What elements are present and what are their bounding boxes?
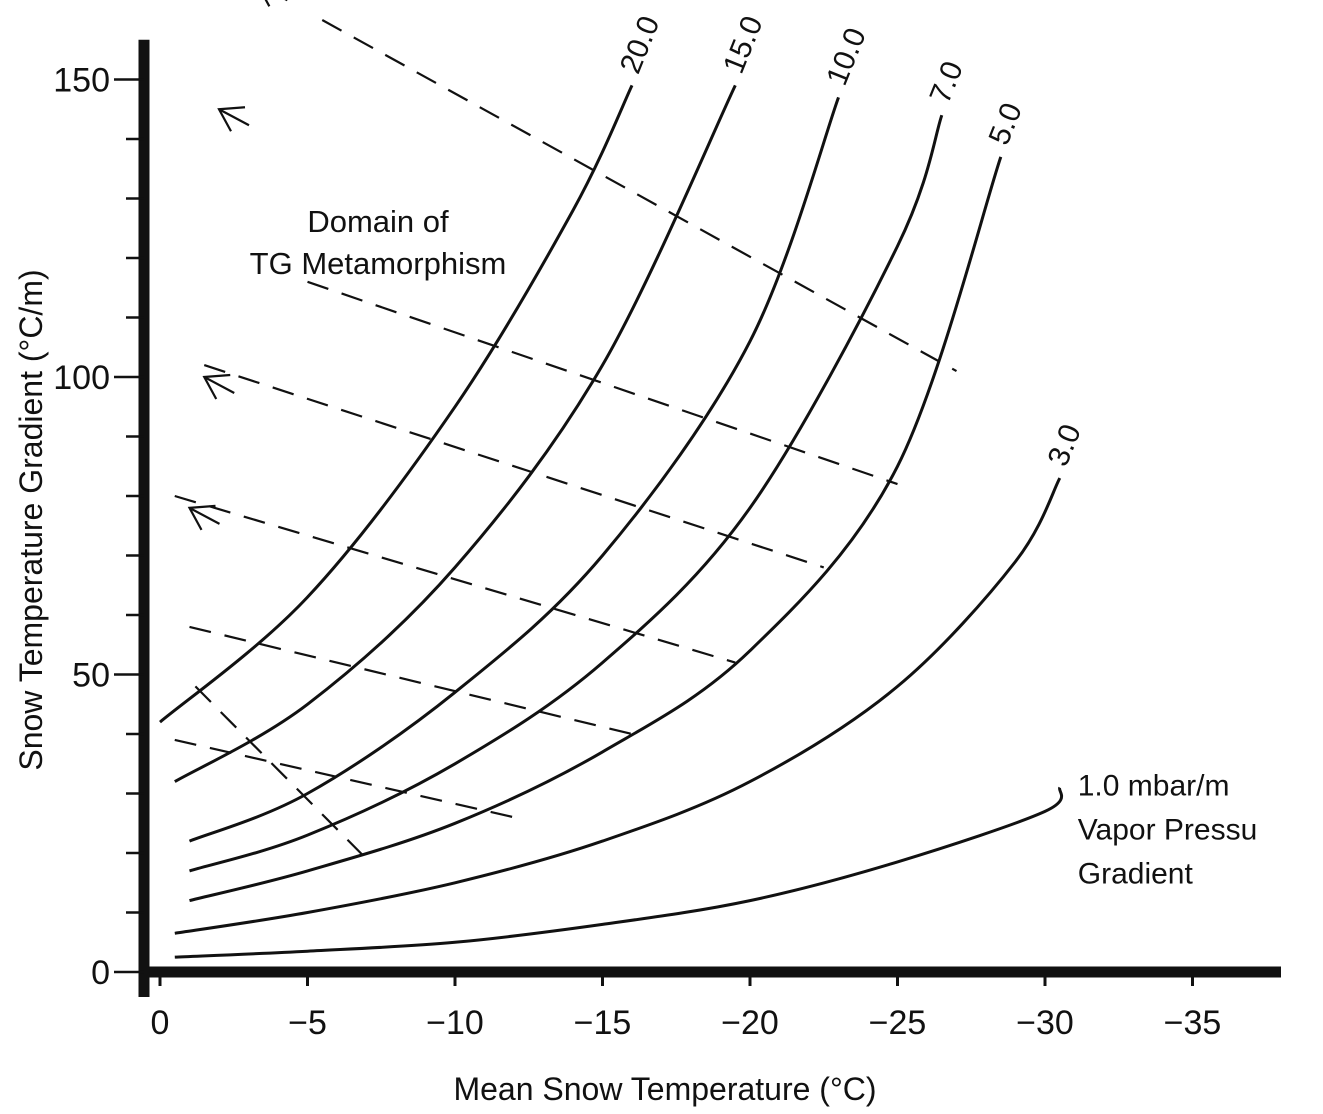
dashed-line-group <box>174 19 958 860</box>
arrow-shaft <box>203 376 235 394</box>
arrow-group <box>187 0 288 531</box>
series-label-line: Vapor Pressu <box>1078 814 1258 847</box>
series-line-10-0 <box>188 96 840 843</box>
series-label: 20.0 <box>614 12 666 79</box>
x-tick-label: −30 <box>1016 1004 1074 1042</box>
series-line-3-0 <box>174 477 1062 935</box>
series-line-15-0 <box>174 84 737 783</box>
x-tick-label: −10 <box>426 1004 484 1042</box>
series-label: 15.0 <box>717 12 769 79</box>
y-tick-label: 50 <box>72 657 110 695</box>
series-line-7-0 <box>189 114 944 873</box>
dashed-line <box>174 494 736 664</box>
x-tick-label: −5 <box>288 1004 327 1042</box>
annotation-line: TG Metamorphism <box>250 246 507 281</box>
x-tick-label: 0 <box>151 1004 170 1042</box>
x-tick-label: −25 <box>869 1004 927 1042</box>
dashed-line <box>194 685 368 860</box>
x-tick-label: −15 <box>574 1004 632 1042</box>
x-axis-title: Mean Snow Temperature (°C) <box>453 1071 876 1107</box>
series-label: 5.0 <box>983 98 1029 149</box>
series-label: 3.0 <box>1042 420 1088 471</box>
arrow-shaft <box>188 506 221 525</box>
series-label-line: 1.0 mbar/m <box>1078 770 1230 803</box>
series-label: 7.0 <box>924 57 970 108</box>
dashed-line <box>307 280 898 486</box>
series-line-20-0 <box>159 84 634 724</box>
x-tick-group: 0 −5 −10 −15 −20 −25 −30 −35 <box>151 972 1222 1042</box>
series-line-1-0-mbar-m <box>174 786 1064 959</box>
y-tick-label: 100 <box>53 359 110 397</box>
series-label-line: Gradient <box>1078 858 1194 891</box>
dashed-line <box>174 738 515 819</box>
y-axis-title: Snow Temperature Gradient (°C/m) <box>13 269 49 770</box>
curve-group <box>159 84 1064 959</box>
x-tick-label: −20 <box>721 1004 779 1042</box>
annotation-group: Domain of TG Metamorphism <box>250 204 507 281</box>
y-tick-group: 0 50 100 150 <box>53 62 144 992</box>
y-tick-label: 150 <box>53 62 110 100</box>
annotation-line: Domain of <box>307 204 449 239</box>
dashed-line <box>203 364 825 569</box>
curve-label-group: 1.0 mbar/m Vapor Pressu Gradient 3.0 5.0 7.0 1… <box>614 12 1257 891</box>
x-tick-label: −35 <box>1164 1004 1222 1042</box>
arrowhead-icon <box>264 0 271 7</box>
arrow-shaft <box>218 108 250 127</box>
series-line-5-0 <box>189 156 1003 903</box>
dashed-line <box>321 19 958 373</box>
dashed-line <box>189 625 633 736</box>
y-tick-label: 0 <box>91 954 110 992</box>
series-label: 10.0 <box>820 23 872 90</box>
